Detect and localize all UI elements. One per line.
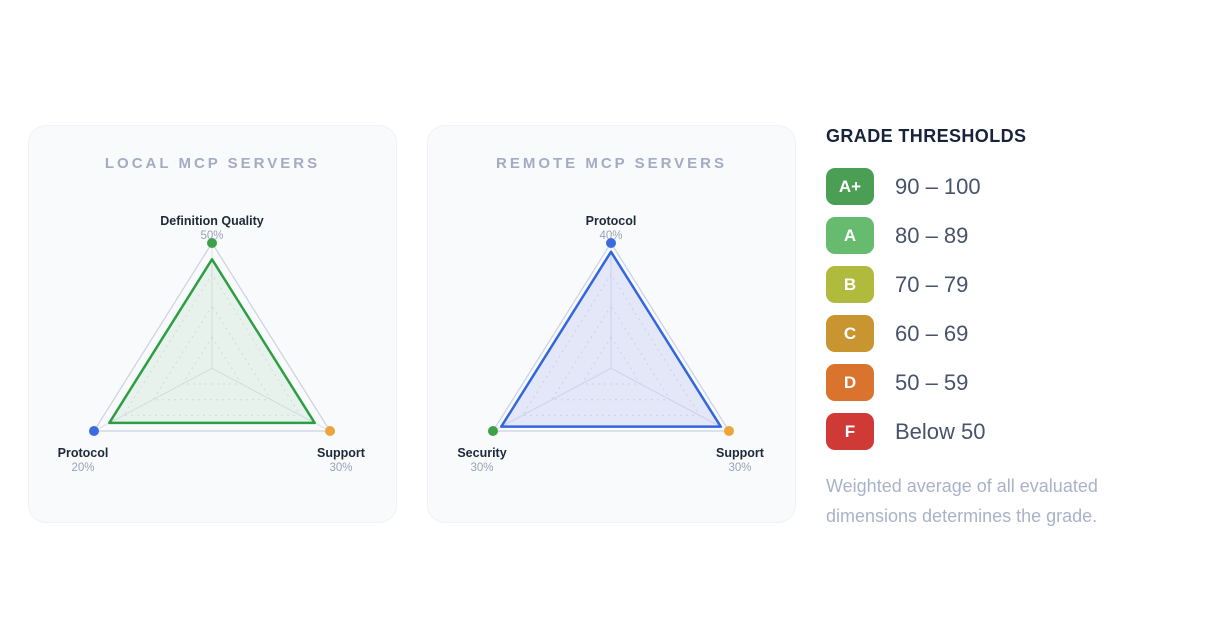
grade-badge-a-plus: A+ bbox=[826, 168, 874, 205]
grid-spoke bbox=[93, 367, 213, 432]
grade-badge-b: B bbox=[826, 266, 874, 303]
radar-chart-local bbox=[89, 238, 335, 436]
grid-level bbox=[152, 304, 272, 401]
data-polygon bbox=[500, 250, 722, 428]
grade-row-c: C 60 – 69 bbox=[826, 315, 1156, 352]
chart-title-local: LOCAL MCP SERVERS bbox=[104, 155, 321, 172]
grade-row-d: D 50 – 59 bbox=[826, 364, 1156, 401]
grade-badge-c: C bbox=[826, 315, 874, 352]
axis-name: Protocol bbox=[57, 446, 109, 460]
axis-weight: 30% bbox=[329, 462, 353, 474]
grid-spoke bbox=[492, 367, 612, 432]
grade-row-a-plus: A+ 90 – 100 bbox=[826, 168, 1156, 205]
local-mcp-servers-card: LOCAL MCP SERVERS Definition Quality 50%… bbox=[28, 125, 397, 523]
grid-level bbox=[521, 273, 701, 416]
radar-chart-remote bbox=[488, 238, 734, 436]
axis-weight: 30% bbox=[470, 462, 494, 474]
grid-level bbox=[122, 273, 302, 416]
grade-badge-a: A bbox=[826, 217, 874, 254]
legend-title: GRADE THRESHOLDS bbox=[826, 126, 1027, 146]
grade-badge-f: F bbox=[826, 413, 874, 450]
grade-row-b: B 70 – 79 bbox=[826, 266, 1156, 303]
grade-range: 60 – 69 bbox=[895, 320, 969, 346]
axis-name: Support bbox=[317, 446, 365, 460]
axis-name: Security bbox=[457, 446, 507, 460]
axis-label-top: Definition Quality 50% bbox=[160, 214, 263, 242]
vertex-dot bbox=[89, 426, 99, 436]
axis-label-left: Protocol 20% bbox=[58, 446, 109, 474]
grade-range: 80 – 89 bbox=[895, 222, 969, 248]
axis-name: Support bbox=[716, 446, 764, 460]
grade-range: 90 – 100 bbox=[895, 173, 981, 199]
vertex-dot bbox=[724, 426, 734, 436]
axis-weight: 20% bbox=[71, 462, 95, 474]
grid-level bbox=[181, 336, 243, 385]
axis-weight: 40% bbox=[599, 230, 623, 242]
grade-range: 50 – 59 bbox=[895, 369, 969, 395]
vertex-dot bbox=[606, 238, 616, 248]
chart-title-remote: REMOTE MCP SERVERS bbox=[496, 155, 727, 172]
axis-label-right: Support 30% bbox=[317, 446, 365, 474]
axis-name: Definition Quality bbox=[160, 214, 264, 228]
legend-footnote: Weighted average of all evaluated dimens… bbox=[826, 476, 1098, 526]
vertex-dot bbox=[488, 426, 498, 436]
data-polygon bbox=[108, 258, 316, 425]
axis-label-top: Protocol 40% bbox=[586, 214, 637, 242]
axis-label-right: Support 30% bbox=[716, 446, 764, 474]
axis-label-left: Security 30% bbox=[457, 446, 506, 474]
grade-row-f: F Below 50 bbox=[826, 413, 1156, 450]
grid-outline bbox=[92, 241, 332, 432]
axis-name: Protocol bbox=[585, 214, 637, 228]
grade-thresholds-panel: GRADE THRESHOLDS A+ 90 – 100 A 80 – 89 B… bbox=[826, 126, 1156, 531]
vertex-dot bbox=[207, 238, 217, 248]
remote-mcp-servers-card: REMOTE MCP SERVERS Protocol 40% Security… bbox=[427, 125, 796, 523]
grid-level bbox=[580, 336, 642, 385]
grade-range: Below 50 bbox=[895, 418, 986, 444]
grid-outline bbox=[491, 241, 731, 432]
vertex-dot bbox=[325, 426, 335, 436]
axis-weight: 50% bbox=[200, 230, 224, 242]
grade-range: 70 – 79 bbox=[895, 271, 969, 297]
grid-level bbox=[551, 304, 671, 401]
grade-badge-d: D bbox=[826, 364, 874, 401]
axis-weight: 30% bbox=[728, 462, 752, 474]
grade-row-a: A 80 – 89 bbox=[826, 217, 1156, 254]
